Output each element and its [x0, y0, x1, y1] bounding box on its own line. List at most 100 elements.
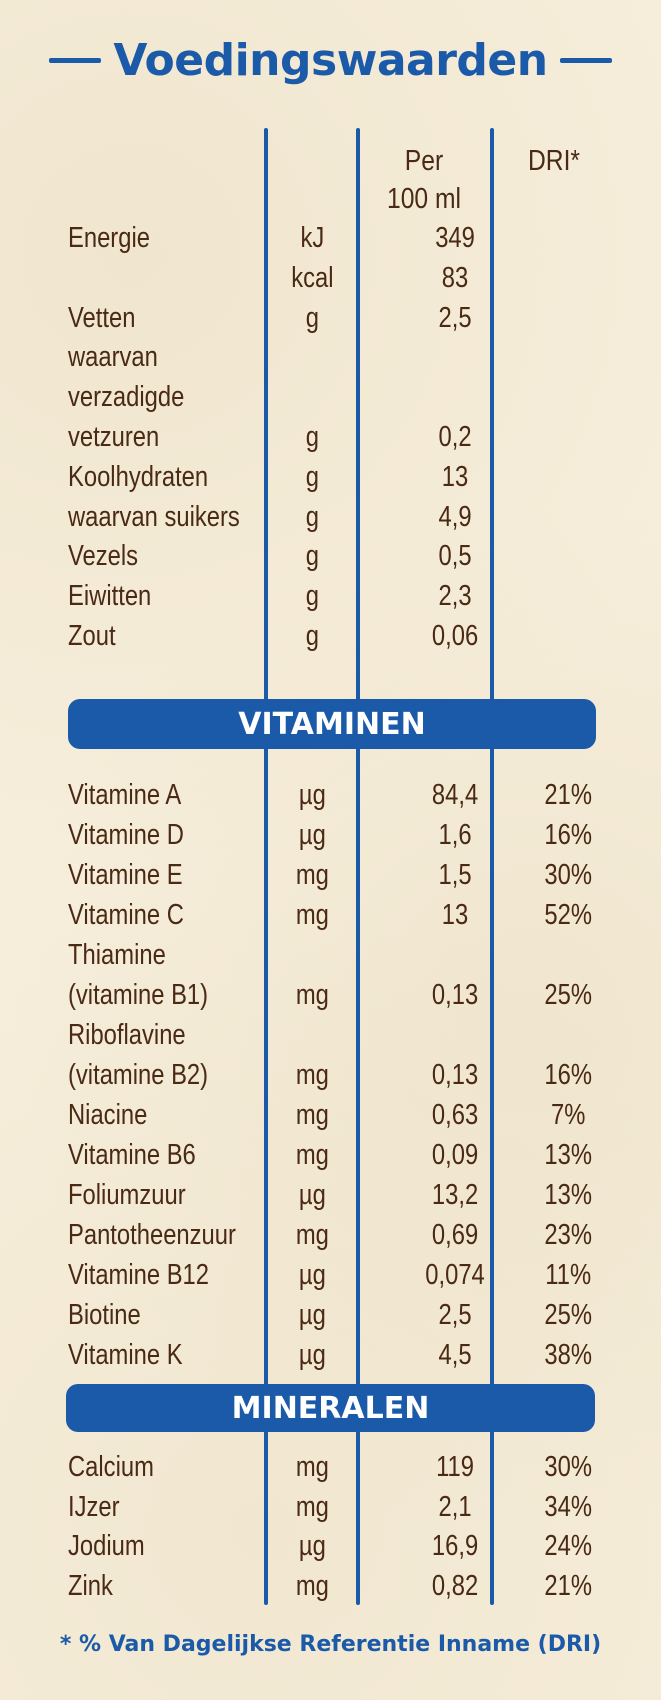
- nutrient-dri: 34%: [544, 1490, 592, 1523]
- table-row: Calcium mg 119 30%: [68, 1447, 592, 1487]
- nutrient-unit: mg: [295, 1451, 329, 1483]
- nutrient-value: 0,69: [431, 1219, 479, 1251]
- nutrient-unit: µg: [298, 1530, 326, 1562]
- nutrient-value: 2,5: [438, 301, 472, 334]
- table-row: Riboflavine: [68, 1015, 494, 1055]
- title-dash-left: [49, 57, 102, 63]
- nutrient-unit: mg: [295, 899, 329, 931]
- nutrient-dri: 21%: [544, 779, 592, 811]
- nutrient-unit: µg: [298, 1299, 326, 1331]
- nutrient-unit: µg: [298, 779, 326, 811]
- nutrient-value: 13,2: [431, 1179, 479, 1211]
- nutrient-name: Thiamine: [68, 939, 166, 971]
- nutrient-unit: mg: [295, 1059, 329, 1091]
- column-divider-3: [490, 128, 494, 1605]
- nutrient-dri: 16%: [544, 1059, 592, 1091]
- column-divider-1: [264, 128, 268, 1605]
- nutrient-name: Calcium: [68, 1451, 154, 1483]
- nutrient-name: Energie: [68, 222, 150, 254]
- minerals-header-label: MINERALEN: [231, 1390, 430, 1426]
- table-row: Vitamine E mg 1,5 30%: [68, 855, 592, 895]
- table-row: (vitamine B1) mg 0,13 25%: [68, 975, 592, 1015]
- nutrient-name: Pantotheenzuur: [68, 1219, 236, 1251]
- nutrient-unit: µg: [298, 1339, 326, 1371]
- table-row: kcal 83: [68, 258, 494, 298]
- nutrient-dri: 24%: [544, 1530, 592, 1562]
- nutrient-name: verzadigde: [68, 381, 185, 414]
- nutrient-name: IJzer: [68, 1490, 120, 1523]
- nutrient-name: waarvan: [68, 341, 158, 374]
- nutrient-name: Vitamine E: [68, 859, 183, 891]
- nutrient-dri: 30%: [544, 1451, 592, 1483]
- nutrient-unit: kJ: [300, 222, 325, 254]
- column-divider-2: [356, 128, 360, 1605]
- nutrient-value: 0,074: [425, 1259, 485, 1291]
- minerals-header: MINERALEN: [66, 1384, 595, 1432]
- nutrient-value: 2,3: [438, 580, 472, 613]
- table-row: Thiamine: [68, 935, 494, 975]
- nutrient-name: Koolhydraten: [68, 460, 209, 493]
- nutrient-value: 13: [441, 460, 469, 493]
- nutrient-unit: g: [305, 620, 319, 652]
- nutrient-value: 1,5: [438, 859, 472, 891]
- nutrient-unit: µg: [298, 819, 326, 851]
- nutrient-value: 0,09: [431, 1139, 479, 1171]
- nutrient-dri: 13%: [544, 1139, 592, 1171]
- nutrient-value: 0,13: [431, 979, 479, 1011]
- nutrient-value: 0,2: [438, 421, 472, 453]
- nutrient-dri: 11%: [545, 1259, 592, 1291]
- nutrient-unit: µg: [298, 1259, 326, 1291]
- nutrient-name: Biotine: [68, 1299, 141, 1331]
- nutrient-name: Foliumzuur: [68, 1179, 186, 1211]
- table-row: Vitamine B6 mg 0,09 13%: [68, 1135, 592, 1175]
- nutrient-name: Jodium: [68, 1530, 145, 1562]
- table-row: Vitamine K µg 4,5 38%: [68, 1335, 592, 1375]
- table-row: (vitamine B2) mg 0,13 16%: [68, 1055, 592, 1095]
- nutrient-unit: mg: [295, 1219, 329, 1251]
- nutrient-name: vetzuren: [68, 421, 160, 453]
- nutrient-unit: mg: [295, 1099, 329, 1131]
- table-row: Vitamine D µg 1,6 16%: [68, 815, 592, 855]
- nutrient-dri: 25%: [544, 1299, 592, 1331]
- nutrient-name: Vitamine C: [68, 899, 184, 931]
- nutrient-unit: kcal: [291, 261, 334, 294]
- table-row: Vetten g 2,5: [68, 298, 494, 338]
- nutrient-name: Vetten: [68, 301, 136, 334]
- nutrient-value: 83: [441, 261, 469, 294]
- nutrient-dri: 13%: [544, 1179, 592, 1211]
- table-row: Zink mg 0,82 21%: [68, 1566, 592, 1606]
- nutrient-unit: mg: [295, 1569, 329, 1602]
- table-row: Koolhydraten g 13: [68, 457, 494, 497]
- nutrient-value: 2,5: [438, 1299, 472, 1331]
- nutrient-value: 0,13: [431, 1059, 479, 1091]
- table-row: Energie kJ 349: [68, 218, 494, 258]
- nutrient-unit: g: [305, 421, 319, 453]
- table-row: Vezels g 0,5: [68, 536, 494, 576]
- table-row: Foliumzuur µg 13,2 13%: [68, 1175, 592, 1215]
- nutrient-value: 4,5: [438, 1339, 472, 1371]
- table-row: Pantotheenzuur mg 0,69 23%: [68, 1215, 592, 1255]
- table-row: Jodium µg 16,9 24%: [68, 1526, 592, 1566]
- nutrient-unit: g: [305, 540, 319, 573]
- table-row: Vitamine A µg 84,4 21%: [68, 775, 592, 815]
- nutrient-unit: g: [305, 460, 319, 493]
- nutrient-unit: µg: [298, 1179, 326, 1211]
- nutrient-name: Vezels: [68, 540, 139, 573]
- table-row: IJzer mg 2,1 34%: [68, 1487, 592, 1527]
- nutrient-dri: 23%: [544, 1219, 592, 1251]
- nutrient-name: Vitamine K: [68, 1339, 183, 1371]
- nutrient-dri: 16%: [544, 819, 592, 851]
- title-dash-right: [559, 57, 612, 63]
- nutrient-name: waarvan suikers: [68, 500, 240, 533]
- nutrient-value: 2,1: [438, 1490, 472, 1523]
- nutrient-value: 16,9: [431, 1530, 479, 1562]
- table-row: verzadigde: [68, 377, 494, 417]
- nutrient-unit: mg: [295, 1490, 329, 1523]
- nutrient-dri: 21%: [544, 1569, 592, 1602]
- nutrient-dri: 25%: [544, 979, 592, 1011]
- nutrient-name: (vitamine B2): [68, 1059, 209, 1091]
- nutrient-name: Zink: [68, 1569, 113, 1602]
- nutrient-value: 13: [441, 899, 469, 931]
- vitamins-header-label: VITAMINEN: [238, 706, 426, 742]
- table-row: Vitamine C mg 13 52%: [68, 895, 592, 935]
